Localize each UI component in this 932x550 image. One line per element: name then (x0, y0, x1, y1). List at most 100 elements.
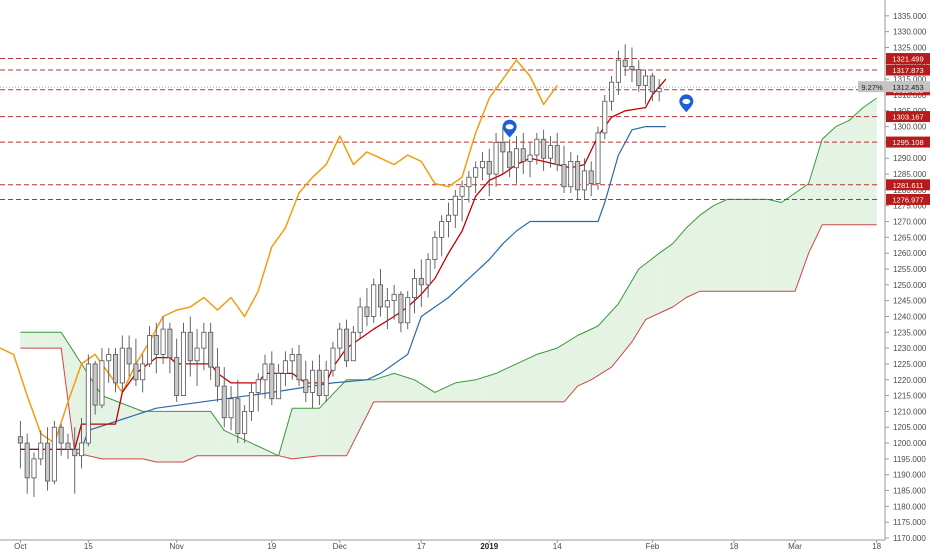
candle-body (214, 366, 220, 387)
price-tick-label: 1280.000 (893, 186, 927, 195)
candle (378, 269, 384, 317)
badge-background (886, 64, 930, 76)
candle (140, 354, 146, 393)
candle-body (541, 138, 547, 159)
candle-body (337, 328, 343, 349)
price-tick-label: 1260.000 (893, 249, 927, 258)
time-tick-label: 19 (267, 542, 276, 550)
candle-body (99, 360, 105, 406)
candle (357, 297, 363, 339)
candle-body (350, 331, 356, 362)
candle (113, 348, 119, 393)
candle (615, 50, 621, 95)
candle (99, 348, 105, 409)
price-tick-label: 1215.000 (893, 392, 927, 401)
time-tick-label: 2019 (480, 542, 498, 550)
badge-background (886, 179, 930, 191)
candle-body (201, 331, 207, 349)
candle-body (65, 442, 71, 450)
candle (602, 94, 608, 140)
candle-body (174, 357, 180, 396)
time-tick-label: 15 (84, 542, 93, 550)
candle (384, 287, 390, 330)
candle (58, 424, 64, 456)
candle-body (235, 398, 241, 434)
price-level-label: 1321.499 (892, 55, 923, 64)
candle (242, 405, 248, 444)
senkou-span-b-line (20, 224, 877, 463)
candle (45, 427, 51, 491)
candle-body (636, 69, 642, 86)
price-level-badge: 1303.167 (886, 111, 930, 123)
candle (167, 322, 173, 374)
time-tick-label: 18 (729, 542, 738, 550)
candle-body (45, 442, 51, 482)
price-tick-label: 1255.000 (893, 265, 927, 274)
price-tick-label: 1225.000 (893, 360, 927, 369)
candle-body (72, 448, 78, 457)
price-tick-label: 1330.000 (893, 28, 927, 37)
candle (214, 348, 220, 402)
price-tick-label: 1240.000 (893, 312, 927, 321)
candle-body (527, 154, 533, 162)
candle-body (282, 360, 288, 374)
candle (391, 284, 397, 320)
candle-body (609, 81, 615, 102)
candle (561, 145, 567, 194)
candle-body (575, 160, 581, 191)
candle-body (323, 369, 329, 396)
candle (24, 433, 30, 494)
candle-body (262, 363, 268, 381)
candle-body (31, 458, 37, 479)
candle (541, 129, 547, 171)
candle (106, 348, 112, 383)
change-percent-label: 9.27% (861, 83, 883, 92)
location-pin-icon[interactable] (679, 94, 694, 113)
candle (17, 420, 23, 469)
candle-body (439, 221, 445, 238)
candle-body (507, 151, 513, 169)
price-tick-label: 1170.000 (893, 534, 926, 543)
current-price-label: 1312.453 (892, 83, 923, 92)
candle (520, 132, 526, 175)
candle-body (561, 164, 567, 188)
candle (126, 335, 132, 377)
change-badge-background (858, 81, 886, 93)
candle (554, 132, 560, 171)
candle (609, 75, 615, 111)
price-tick-label: 1235.000 (893, 328, 927, 337)
candle (459, 180, 465, 222)
price-level-badge: 1317.873 (886, 64, 930, 76)
candle (208, 322, 214, 380)
current-price-background (886, 81, 930, 93)
price-axis[interactable]: 1170.000 1175.000 1180.000 1185.000 1190.000… (884, 0, 927, 543)
price-level-badge: 1295.108 (886, 136, 930, 148)
candle (439, 215, 445, 257)
candle-body (79, 442, 85, 457)
candle-body (445, 214, 452, 222)
candle (636, 60, 642, 92)
pin-hole (682, 98, 691, 105)
candle (235, 379, 241, 444)
price-tick-label: 1205.000 (893, 423, 927, 432)
pin-hole (505, 124, 514, 130)
candle (350, 325, 356, 362)
candle (547, 136, 553, 168)
candle-body (228, 398, 234, 419)
price-tick-label: 1250.000 (893, 281, 927, 290)
candle (153, 322, 159, 374)
price-tick-label: 1265.000 (893, 233, 927, 242)
candle-body (140, 363, 146, 381)
candle (595, 126, 601, 190)
candle (38, 430, 44, 466)
location-pin-icon[interactable] (502, 119, 517, 138)
time-tick-label: Oct (14, 542, 27, 550)
candle (371, 278, 377, 323)
candle-body (51, 426, 57, 482)
candle-body (595, 132, 601, 184)
candle (425, 253, 431, 298)
price-level-label: 1317.873 (892, 66, 923, 75)
candle-body (248, 392, 254, 412)
time-axis[interactable]: Oct 15 Nov 19 Dec 17 2019 14 Feb 18 Mar 18 (0, 539, 885, 550)
